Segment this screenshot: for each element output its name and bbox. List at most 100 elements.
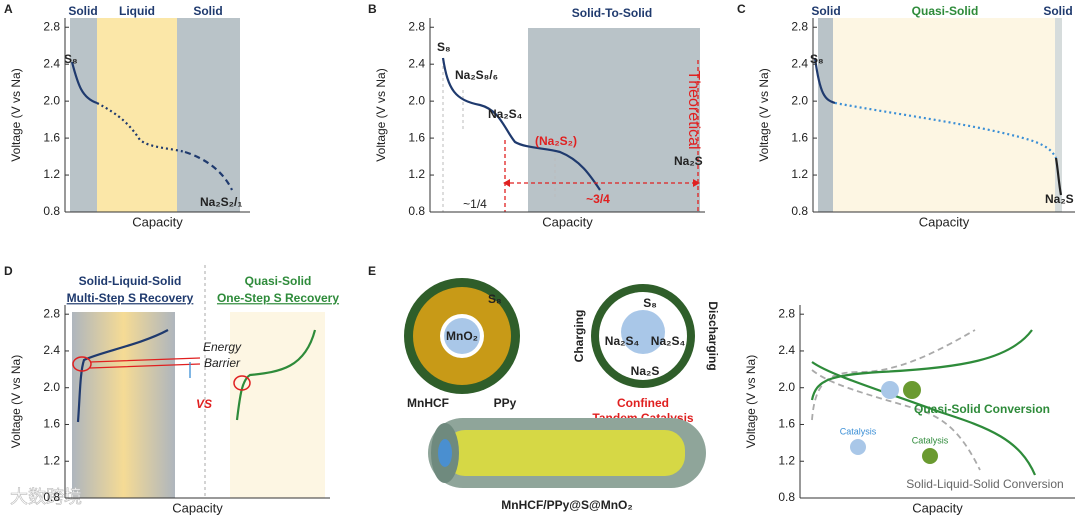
y-tick-label: 1.2 <box>408 167 425 181</box>
panel-a: A Solid Liquid Solid S₈ Na₂S₂/₁ <box>4 2 242 212</box>
species-label: S₈ <box>64 52 78 66</box>
y-tick-label: 0.8 <box>778 490 795 504</box>
panel-letter: E <box>368 264 376 278</box>
header: One-Step S Recovery <box>217 291 339 305</box>
region <box>177 18 240 212</box>
region <box>72 312 175 498</box>
species-label: Na₂S₂/₁ <box>200 195 242 209</box>
region-label: Solid <box>193 4 222 18</box>
annotation: Solid-Liquid-Solid Conversion <box>906 477 1063 491</box>
header: Quasi-Solid <box>245 274 312 288</box>
y-tick-label: 2.0 <box>791 93 808 107</box>
panel-f: Quasi-Solid Conversion Catalysis Catalys… <box>810 329 1064 491</box>
y-tick-label: 2.8 <box>408 19 425 33</box>
annotation: Theoretical <box>685 70 702 149</box>
y-tick-label: 2.4 <box>43 343 60 357</box>
region <box>1055 18 1062 212</box>
annotation: ~1/4 <box>463 197 487 211</box>
connector <box>89 357 201 369</box>
y-axis-label: Voltage (V vs Na) <box>9 355 23 448</box>
annotation: Quasi-Solid Conversion <box>914 402 1050 416</box>
panel-letter: A <box>4 2 13 16</box>
y-tick-label: 2.0 <box>408 93 425 107</box>
x-axis-label: Capacity <box>919 214 970 229</box>
curve <box>834 101 1057 159</box>
y-tick-label: 2.8 <box>778 306 795 320</box>
annotation: Catalysis <box>912 435 949 445</box>
annotation: VS <box>196 397 212 411</box>
region-label: Solid <box>68 4 97 18</box>
y-tick-label: 1.2 <box>778 453 795 467</box>
annotation: Catalysis <box>840 426 877 436</box>
panel-letter: D <box>4 264 13 278</box>
y-axis-label: Voltage (V vs Na) <box>374 68 388 161</box>
annotation: Energy <box>203 340 242 354</box>
y-axis-label: Voltage (V vs Na) <box>9 68 23 161</box>
annotation: Barrier <box>204 356 241 370</box>
label: MnHCF <box>407 396 449 410</box>
curve <box>70 61 98 105</box>
x-axis-label: Capacity <box>912 500 963 515</box>
region-label: Solid <box>1043 4 1072 18</box>
species-label: S₈ <box>437 40 451 54</box>
tube <box>445 430 685 476</box>
y-tick-label: 1.2 <box>43 167 60 181</box>
y-tick-label: 0.8 <box>791 204 808 218</box>
y-tick-label: 2.8 <box>791 19 808 33</box>
label: PPy <box>494 396 517 410</box>
label: Discharging <box>706 301 720 370</box>
label: Na₂S <box>631 364 660 378</box>
panel-d: D Solid-Liquid-Solid Multi-Step S Recove… <box>4 264 339 498</box>
x-axis-label: Capacity <box>132 214 183 229</box>
curve <box>1054 157 1063 196</box>
y-tick-label: 2.4 <box>408 56 425 70</box>
species-label: Na₂S <box>674 154 703 168</box>
region-label: Solid <box>811 4 840 18</box>
panel-letter: B <box>368 2 377 16</box>
label: MnO₂ <box>446 329 478 343</box>
region <box>97 18 177 212</box>
y-tick-label: 1.2 <box>791 167 808 181</box>
y-tick-label: 2.4 <box>43 56 60 70</box>
core <box>444 318 480 354</box>
curve <box>813 57 836 105</box>
icon <box>881 381 899 399</box>
curve <box>235 329 317 421</box>
core <box>621 310 665 354</box>
y-tick-label: 2.4 <box>778 343 795 357</box>
y-tick-label: 2.4 <box>791 56 808 70</box>
region <box>818 18 833 212</box>
tube-end <box>438 439 452 467</box>
region <box>230 312 325 498</box>
icon <box>922 448 938 464</box>
y-tick-label: 2.8 <box>43 19 60 33</box>
y-tick-label: 1.2 <box>43 453 60 467</box>
y-tick-label: 1.6 <box>791 130 808 144</box>
y-tick-label: 0.8 <box>43 490 60 504</box>
y-tick-label: 1.6 <box>43 417 60 431</box>
species-label: Na₂S₄ <box>488 107 523 121</box>
region-label: Quasi-Solid <box>912 4 979 18</box>
label: S₈ <box>488 292 502 306</box>
annotation: ~3/4 <box>586 192 610 206</box>
y-tick-label: 0.8 <box>408 204 425 218</box>
label: Charging <box>572 310 586 363</box>
header: Solid-Liquid-Solid <box>79 274 182 288</box>
y-tick-label: 2.0 <box>778 380 795 394</box>
y-tick-label: 2.8 <box>43 306 60 320</box>
header: Multi-Step S Recovery <box>67 291 194 305</box>
y-tick-label: 1.6 <box>778 417 795 431</box>
species-label: Na₂S₈/₆ <box>455 68 498 82</box>
region <box>70 18 97 212</box>
label: S₈ <box>643 296 657 310</box>
curve <box>811 329 976 421</box>
region-label: Solid-To-Solid <box>572 6 652 20</box>
panel-letter: C <box>737 2 746 16</box>
curve <box>184 150 233 191</box>
species-label: Na₂S <box>1045 192 1074 206</box>
label: Na₂S₄ <box>605 334 640 348</box>
panel-e: E S₈ MnO₂ MnHCF PPy Charging Discharging… <box>368 264 720 512</box>
x-axis-label: Capacity <box>542 214 593 229</box>
watermark: 大数跨境 <box>10 487 82 507</box>
